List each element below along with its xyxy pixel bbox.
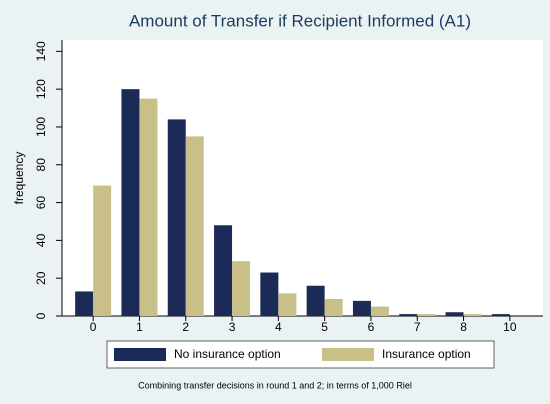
x-tick-label: 3 bbox=[229, 320, 236, 334]
note: Combining transfer decisions in round 1 … bbox=[138, 380, 412, 390]
x-tick-label: 0 bbox=[90, 320, 97, 334]
x-tick-label: 1 bbox=[136, 320, 143, 334]
bar bbox=[463, 314, 482, 316]
x-tick-label: 8 bbox=[460, 320, 467, 334]
legend-swatch bbox=[114, 348, 166, 361]
bar bbox=[214, 225, 233, 316]
y-tick-label: 100 bbox=[34, 117, 48, 137]
x-tick-label: 10 bbox=[503, 320, 517, 334]
bar bbox=[417, 314, 436, 316]
y-tick-label: 80 bbox=[34, 158, 48, 172]
legend-label: No insurance option bbox=[174, 347, 281, 361]
bar bbox=[167, 119, 186, 316]
x-tick-label: 5 bbox=[321, 320, 328, 334]
legend-swatch bbox=[322, 348, 374, 361]
y-tick-label: 140 bbox=[34, 41, 48, 61]
y-tick-label: 20 bbox=[34, 271, 48, 285]
bar bbox=[93, 185, 112, 316]
bar bbox=[75, 291, 94, 316]
bar bbox=[491, 314, 510, 316]
y-tick-label: 120 bbox=[34, 79, 48, 99]
x-tick-label: 7 bbox=[414, 320, 421, 334]
bar bbox=[260, 272, 279, 316]
x-tick-label: 6 bbox=[368, 320, 375, 334]
bar bbox=[445, 312, 464, 316]
chart-title: Amount of Transfer if Recipient Informed… bbox=[129, 11, 471, 30]
bar bbox=[139, 98, 158, 316]
bar bbox=[185, 136, 204, 316]
y-tick-label: 0 bbox=[34, 312, 48, 319]
bar bbox=[399, 314, 418, 316]
bar bbox=[306, 285, 325, 316]
bar bbox=[121, 89, 140, 316]
bar bbox=[232, 261, 251, 316]
y-axis-label: frequency bbox=[12, 152, 26, 205]
y-tick-label: 40 bbox=[34, 233, 48, 247]
bar bbox=[370, 306, 389, 316]
legend-label: Insurance option bbox=[382, 347, 471, 361]
x-tick-label: 2 bbox=[182, 320, 189, 334]
bar bbox=[324, 298, 343, 316]
x-tick-label: 4 bbox=[275, 320, 282, 334]
bar bbox=[352, 300, 371, 316]
y-tick-label: 60 bbox=[34, 196, 48, 210]
bar bbox=[278, 293, 297, 316]
legend bbox=[106, 340, 495, 369]
